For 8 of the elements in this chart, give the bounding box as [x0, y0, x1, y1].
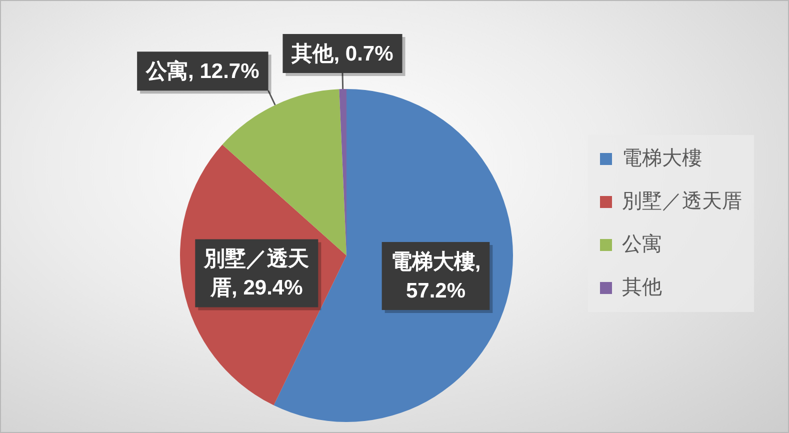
legend-label: 電梯大樓 [622, 148, 702, 170]
legend-label: 其他 [622, 276, 662, 299]
data-label: 公寓, 12.7% [145, 58, 260, 83]
data-label: 其他, 0.7% [290, 42, 394, 66]
legend-label: 公寓 [622, 234, 662, 256]
data-label: 電梯大樓, 57.2% [390, 250, 481, 302]
legend-label: 別墅／透天厝 [622, 190, 742, 213]
data-label: 別墅／透天厝, 29.4% [203, 248, 310, 300]
